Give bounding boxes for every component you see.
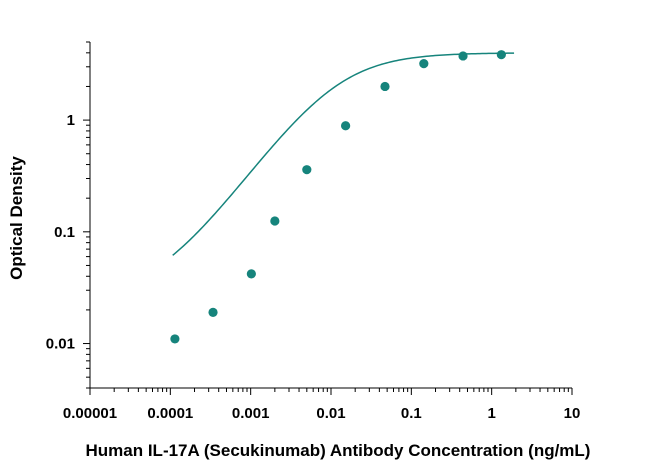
x-tick-label: 0.1 [401, 405, 422, 422]
data-point [419, 59, 429, 69]
y-tick-labels: 0.01 0.1 1 [46, 112, 75, 352]
data-point [496, 50, 506, 60]
y-tick-label: 0.01 [46, 336, 75, 353]
data-points [170, 50, 506, 344]
x-tick-labels: 0.00001 0.0001 0.001 0.01 0.1 1 10 [63, 405, 580, 422]
y-axis-title: Optical Density [7, 156, 26, 280]
data-point [458, 51, 468, 61]
data-point [246, 269, 256, 279]
data-point [208, 307, 218, 317]
data-point [302, 165, 312, 175]
data-point [170, 334, 180, 344]
x-axis-title: Human IL-17A (Secukinumab) Antibody Conc… [86, 441, 591, 460]
x-tick-label: 10 [564, 405, 581, 422]
data-point [380, 81, 390, 92]
x-tick-label: 0.0001 [147, 405, 193, 422]
y-tick-label: 1 [67, 112, 75, 129]
x-minor-ticks [113, 388, 569, 392]
fit-curve [172, 52, 515, 256]
data-point [270, 216, 280, 226]
x-tick-label: 1 [487, 405, 495, 422]
x-major-ticks [89, 388, 573, 395]
y-minor-ticks [86, 41, 90, 389]
y-tick-label: 0.1 [54, 224, 75, 241]
y-major-ticks [83, 119, 90, 345]
x-tick-label: 0.001 [232, 405, 270, 422]
x-tick-label: 0.00001 [63, 405, 117, 422]
data-point [341, 121, 351, 131]
x-tick-label: 0.01 [316, 405, 345, 422]
